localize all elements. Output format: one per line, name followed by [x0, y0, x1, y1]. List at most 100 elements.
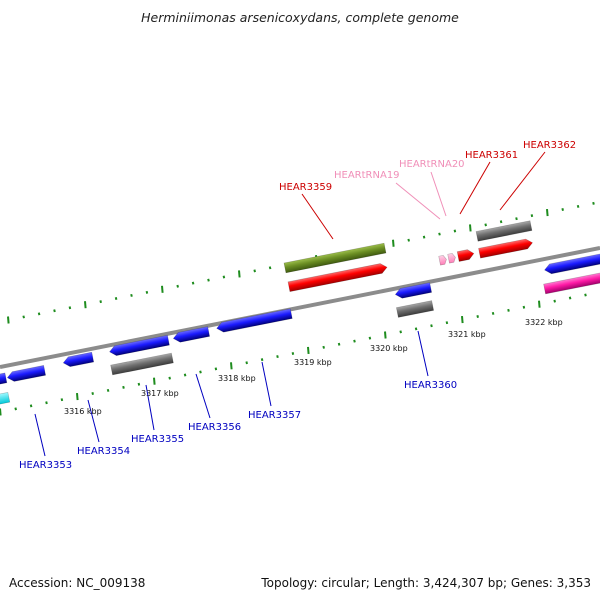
leader-hear3356	[195, 373, 211, 419]
gene-hear3359-arrow	[287, 263, 388, 292]
tick-mark	[469, 224, 472, 232]
gene-hear3360-arrow	[394, 282, 432, 299]
scale-label: 3316 kbp	[64, 407, 102, 416]
tick-mark	[176, 284, 179, 288]
gene-label-hear3356: HEAR3356	[188, 422, 241, 433]
tick-mark	[207, 278, 210, 282]
lower-tick-ring	[0, 293, 587, 416]
tick-mark	[291, 351, 295, 355]
scale-label: 3320 kbp	[370, 344, 408, 353]
tick-mark	[484, 223, 487, 227]
scale-label: 3319 kbp	[294, 358, 332, 367]
tick-mark	[214, 367, 218, 371]
tick-mark	[245, 361, 248, 365]
gene-hear3357-arrow	[216, 308, 293, 333]
trna-hear-trna19-arrow	[438, 255, 447, 266]
tick-mark	[106, 388, 110, 392]
gene-edge-left-arrow	[0, 372, 8, 385]
gene-label-hear3354: HEAR3354	[77, 446, 130, 457]
tick-mark	[268, 266, 272, 270]
gene-cyan-feature	[0, 391, 11, 407]
tick-mark	[99, 300, 102, 304]
gene-right-magenta-feature-shape	[543, 271, 600, 295]
tick-mark	[384, 331, 387, 339]
tick-mark	[191, 281, 195, 285]
gene-hear3353-arrow-shape	[6, 365, 46, 382]
leader-heartrna19	[395, 182, 441, 220]
tick-mark	[260, 358, 264, 362]
tick-mark	[422, 235, 426, 239]
gene-hear3355-gray-feature	[110, 352, 174, 376]
gene-label-hear3360: HEAR3360	[404, 380, 457, 391]
tick-mark	[592, 201, 595, 205]
gene-hear3362-gray-feature-shape	[475, 220, 533, 242]
genome-stats-text: Topology: circular; Length: 3,424,307 bp…	[261, 576, 591, 590]
scale-label: 3318 kbp	[218, 374, 256, 383]
tick-mark	[238, 270, 241, 278]
gene-right-magenta-feature	[543, 271, 600, 295]
leader-hear3362	[499, 151, 546, 211]
label-leader-lines	[34, 151, 546, 457]
tick-mark	[322, 345, 325, 349]
gene-hear3356-arrow-shape	[172, 326, 210, 343]
gene-hear3355-gray-feature-shape	[110, 352, 174, 376]
tick-mark	[276, 355, 279, 359]
tick-mark	[515, 217, 518, 221]
tick-mark	[114, 297, 118, 300]
tick-mark	[476, 315, 479, 319]
scale-label: 3322 kbp	[525, 318, 563, 327]
tick-mark	[230, 362, 233, 370]
tick-mark	[530, 214, 534, 218]
tick-mark	[122, 385, 125, 389]
gene-hear3359-olive-feature	[283, 242, 387, 274]
leader-hear3357	[261, 361, 272, 407]
tick-mark	[522, 305, 526, 309]
trna-hear-trna19-arrow-shape	[438, 255, 447, 266]
gene-hear3353-arrow	[6, 365, 46, 382]
tick-mark	[45, 401, 48, 405]
gene-hear3355-arrow	[109, 334, 170, 356]
leader-hear3359	[301, 193, 334, 240]
tick-mark	[337, 342, 341, 346]
trna-hear-trna20-arrow	[447, 253, 456, 264]
tick-mark	[407, 238, 410, 242]
leader-hear3360	[417, 330, 429, 377]
gene-hear3360-gray-feature	[396, 300, 434, 318]
leader-heartrna20	[430, 171, 447, 217]
leader-hear3355	[145, 384, 155, 431]
trna-hear-trna20-arrow-shape	[447, 253, 456, 264]
leader-hear3353	[34, 413, 46, 457]
gene-label-hear3362: HEAR3362	[523, 140, 576, 151]
tick-mark	[7, 316, 10, 324]
gene-hear3354-arrow-shape	[62, 351, 95, 367]
gene-edge-left-arrow-shape	[0, 372, 8, 385]
gene-label-hear3361: HEAR3361	[465, 150, 518, 161]
tick-mark	[584, 293, 587, 297]
genome-backbone	[0, 246, 600, 369]
tick-mark	[368, 336, 372, 340]
tick-mark	[553, 299, 556, 303]
tick-mark	[445, 321, 449, 325]
tick-mark	[561, 208, 564, 211]
gene-hear3362-arrow-shape	[478, 238, 533, 259]
tick-mark	[29, 404, 33, 408]
tick-mark	[161, 285, 164, 293]
tick-mark	[91, 392, 94, 396]
gene-label-hear3353: HEAR3353	[19, 460, 72, 471]
tick-mark	[130, 293, 133, 297]
gene-label-hear3355: HEAR3355	[131, 434, 184, 445]
gene-label-heartrna19: HEARtRNA19	[334, 170, 400, 181]
tick-mark	[14, 407, 17, 411]
gene-hear3360-gray-feature-shape	[396, 300, 434, 318]
gene-cyan-feature-shape	[0, 391, 11, 407]
tick-mark	[222, 275, 226, 279]
tick-mark	[392, 239, 395, 247]
tick-mark	[453, 229, 457, 233]
tick-mark	[507, 308, 510, 312]
gene-hear3354-arrow	[62, 351, 95, 367]
tick-mark	[137, 382, 141, 386]
gene-hear3361-arrow	[456, 249, 475, 262]
tick-mark	[546, 208, 549, 217]
